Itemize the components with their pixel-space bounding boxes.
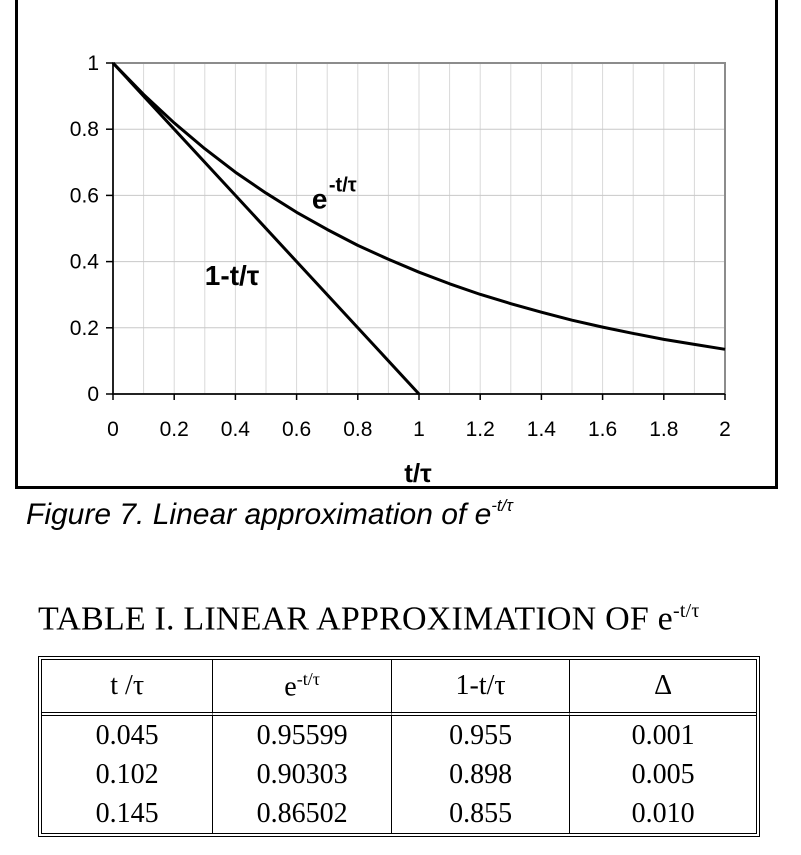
table-cell: 0.95599 [213, 716, 392, 755]
table-title: TABLE I. LINEAR APPROXIMATION OF e-t/τ [38, 600, 700, 638]
figure-caption-sup: -t/τ [491, 496, 513, 515]
series-linear-label: 1-t/τ [205, 260, 260, 291]
header-delta: Δ [570, 660, 756, 716]
chart: 0 0.2 0.4 0.6 0.8 1 0 0.2 0.4 0.6 0.8 1 1.2 1.4 1.6 1.8… [70, 52, 731, 486]
x-axis-label: t/τ [404, 458, 432, 486]
series-exponential-line [111, 61, 726, 351]
x-tick-label: 0.8 [343, 418, 372, 441]
table-cell: 0.001 [631, 719, 695, 751]
table-cell: 0.90303 [213, 755, 392, 794]
y-tick-label: 0.2 [70, 317, 99, 340]
header-exponential-sup: -t/τ [296, 668, 320, 689]
table-title-sup: -t/τ [672, 600, 700, 622]
table-cell: 0.145 [42, 794, 214, 833]
header-exponential: e-t/τ [213, 660, 392, 716]
y-tick-label: 0 [87, 383, 99, 406]
x-tick-label: 1.8 [649, 418, 678, 441]
x-tick-label: 2 [719, 418, 731, 441]
table-row: 0.045 0.95599 0.955 0.001 [42, 716, 756, 755]
series-exponential-label-sup: -t/τ [329, 175, 357, 197]
header-t-over-tau: t /τ [42, 660, 214, 716]
x-tick-label: 0 [107, 418, 119, 441]
table-row: 0.102 0.90303 0.898 0.005 [42, 755, 756, 794]
table-row: 0.145 0.86502 0.855 0.010 [42, 794, 756, 833]
header-exponential-base: e [284, 671, 297, 703]
x-tick-label: 0.2 [160, 418, 189, 441]
x-tick-label: 1.6 [588, 418, 617, 441]
header-linear: 1-t/τ [391, 660, 571, 716]
table-cell: 0.045 [42, 716, 214, 755]
approximation-table: t /τ e-t/τ 1-t/τ Δ 0.045 0.95599 0.955 0… [38, 656, 760, 837]
x-tick-label: 1 [413, 418, 425, 441]
table-cell: 0.898 [392, 755, 571, 794]
y-tick-label: 1 [87, 52, 99, 75]
table-title-text: TABLE I. LINEAR APPROXIMATION OF e [38, 600, 673, 638]
figure-frame: 0 0.2 0.4 0.6 0.8 1 0 0.2 0.4 0.6 0.8 1 1.2 1.4 1.6 1.8… [15, 0, 778, 489]
x-tick-label: 1.2 [466, 418, 495, 441]
table-cell: 0.102 [42, 755, 214, 794]
table-cell: 0.86502 [213, 794, 392, 833]
table-cell: 0.955 [392, 716, 571, 755]
y-tick-label: 0.8 [70, 118, 99, 141]
x-tick-label: 0.4 [221, 418, 251, 441]
y-tick-label: 0.6 [70, 184, 99, 207]
table-cell: 0.010 [631, 797, 695, 829]
x-tick-label: 1.4 [527, 418, 557, 441]
table-cell: 0.855 [392, 794, 571, 833]
table-header-row: t /τ e-t/τ 1-t/τ Δ [42, 660, 756, 716]
series-linear-line [111, 61, 421, 396]
table-cell: 0.005 [631, 758, 695, 790]
figure-caption: Figure 7. Linear approximation of e-t/τ [26, 496, 513, 532]
x-tick-label: 0.6 [282, 418, 311, 441]
figure-caption-text: Figure 7. Linear approximation of e [26, 498, 492, 531]
y-tick-label: 0.4 [70, 251, 100, 274]
series-exponential-label: e [312, 184, 328, 215]
